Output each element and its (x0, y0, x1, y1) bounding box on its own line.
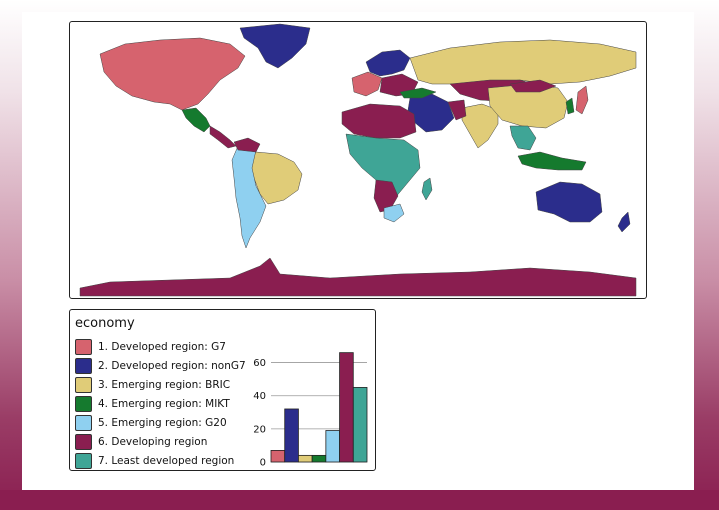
histogram-bar (339, 352, 354, 463)
region-russia (409, 39, 637, 85)
legend-label: 3. Emerging region: BRIC (98, 378, 231, 391)
region-africa-ldc (345, 133, 421, 205)
y-tick-label: 0 (260, 458, 266, 469)
region-greenland (239, 23, 311, 69)
y-tick-label: 60 (253, 358, 266, 369)
legend-item-ldc: 7. Least developed region (75, 452, 234, 469)
region-mongolia (509, 79, 557, 93)
legend-swatch (75, 395, 92, 412)
y-tick-label: 20 (253, 424, 266, 435)
legend-label: 7. Least developed region (98, 454, 235, 467)
region-north-america (99, 37, 246, 111)
region-australia (535, 181, 603, 223)
legend-swatch (75, 357, 92, 374)
region-europe-nong7 (365, 49, 411, 77)
region-south-america-developing (233, 137, 261, 153)
region-europe-g7 (351, 71, 383, 97)
legend-item-g7: 1. Developed region: G7 (75, 338, 226, 355)
histogram-bar (270, 450, 286, 463)
legend-item-bric: 3. Emerging region: BRIC (75, 376, 230, 393)
region-pakistan (447, 99, 467, 121)
legend-swatch (75, 414, 92, 431)
legend-item-developing: 6. Developing region (75, 433, 207, 450)
region-new-zealand (617, 211, 631, 233)
region-korea (565, 97, 575, 115)
legend-label: 2. Developed region: nonG7 (98, 359, 246, 372)
region-antarctica (79, 257, 637, 297)
histogram-bar (352, 387, 368, 463)
bottom-band (0, 490, 719, 510)
y-tick-label: 40 (253, 391, 266, 402)
region-mexico (181, 107, 211, 133)
legend-item-mikt: 4. Emerging region: MIKT (75, 395, 230, 412)
legend-label: 4. Emerging region: MIKT (98, 397, 230, 410)
legend-title: economy (75, 316, 135, 331)
legend-label: 6. Developing region (98, 435, 208, 448)
legend-swatch (75, 376, 92, 393)
legend-panel: economy 1. Developed region: G7 2. Devel… (69, 309, 376, 471)
region-madagascar (421, 177, 433, 201)
region-south-america-g20 (231, 145, 267, 249)
legend-swatch (75, 338, 92, 355)
region-indonesia (517, 151, 587, 171)
legend-swatch (75, 452, 92, 469)
region-japan (575, 85, 589, 115)
region-south-africa (383, 203, 405, 223)
legend-item-nong7: 2. Developed region: nonG7 (75, 357, 246, 374)
histogram-bar (284, 408, 299, 463)
histogram-bar (298, 454, 313, 463)
region-india (461, 103, 499, 149)
world-map-svg (79, 23, 637, 297)
histogram-bar (311, 454, 327, 463)
world-map (69, 21, 647, 299)
legend-label: 5. Emerging region: G20 (98, 416, 227, 429)
region-turkey (399, 87, 437, 99)
legend-swatch (75, 433, 92, 450)
figure-frame: economy 1. Developed region: G7 2. Devel… (22, 12, 694, 490)
region-southeast-asia (509, 125, 537, 151)
legend-label: 1. Developed region: G7 (98, 340, 226, 353)
economy-histogram: 0 20 40 60 (253, 352, 368, 469)
region-central-america (209, 125, 237, 149)
legend-item-g20: 5. Emerging region: G20 (75, 414, 227, 431)
region-north-africa (341, 103, 417, 139)
histogram-bar (325, 430, 340, 463)
